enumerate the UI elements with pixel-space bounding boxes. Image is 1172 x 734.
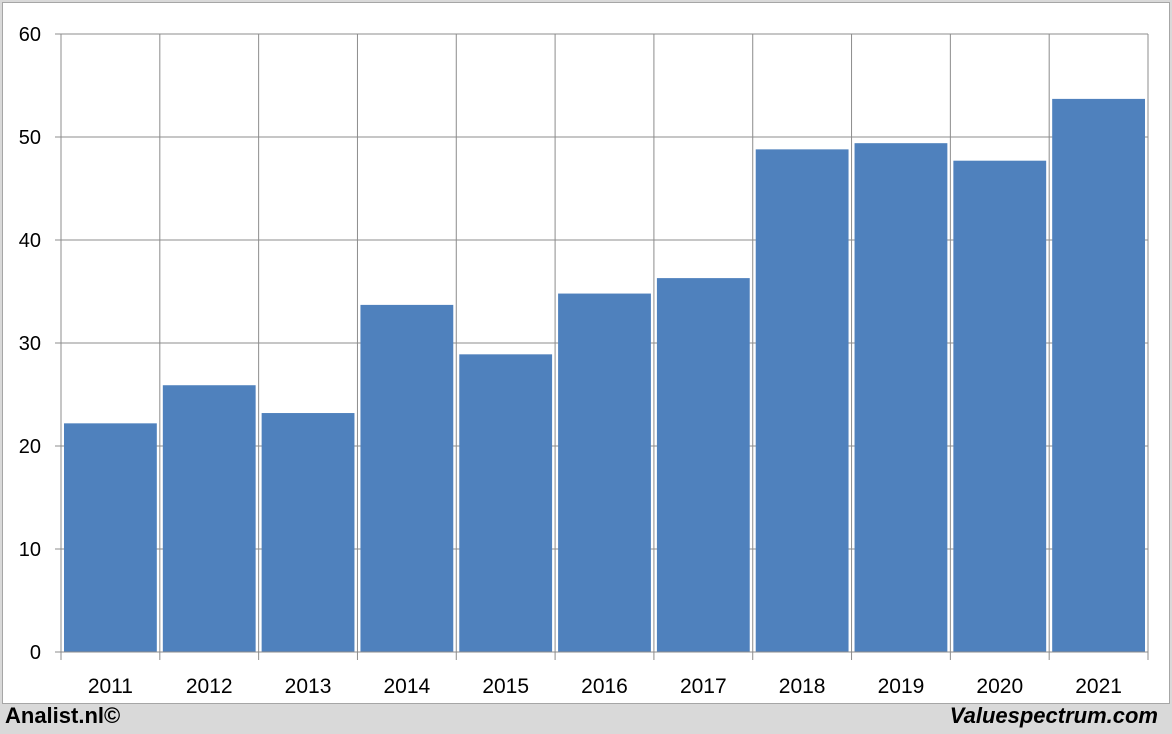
- y-tick-label: 40: [19, 230, 41, 252]
- bar-chart: 0 10 20 30 40 50 60 2011 2012 2013 2014 2015 2016 201…: [19, 24, 1149, 698]
- bar-2011: [64, 423, 157, 652]
- axes: [55, 33, 1149, 660]
- y-tick-label: 50: [19, 127, 41, 149]
- x-tick-label: 2019: [878, 675, 925, 698]
- grid-lines: [60, 33, 1149, 653]
- x-tick-label: 2015: [482, 675, 529, 698]
- x-tick-label: 2018: [779, 675, 826, 698]
- bar-2014: [360, 304, 454, 652]
- bar-2013: [261, 413, 355, 652]
- tick-labels: 0 10 20 30 40 50 60 2011 2012 2013 2014 2015 2016 201…: [19, 24, 1122, 698]
- footer-source-left: Analist.nl©: [5, 703, 121, 728]
- x-tick-label: 2014: [384, 675, 431, 698]
- y-tick-label: 20: [19, 436, 41, 458]
- chart-frame: 0 10 20 30 40 50 60 2011 2012 2013 2014 2015 2016 201…: [2, 2, 1170, 704]
- x-tick-label: 2020: [976, 675, 1023, 698]
- x-tick-label: 2016: [581, 675, 628, 698]
- bar-2015: [459, 354, 553, 652]
- footer-source-right: Valuespectrum.com: [949, 703, 1158, 728]
- y-tick-label: 30: [19, 333, 41, 355]
- bars: [64, 98, 1145, 653]
- y-tick-label: 0: [30, 642, 41, 664]
- bar-2017: [656, 278, 750, 652]
- bar-2016: [558, 293, 651, 652]
- bar-2020: [953, 160, 1047, 652]
- bar-2019: [854, 143, 948, 652]
- bar-2021: [1052, 98, 1145, 652]
- x-tick-label: 2013: [285, 675, 332, 698]
- x-tick-label: 2021: [1075, 675, 1122, 698]
- x-tick-label: 2012: [186, 675, 233, 698]
- bar-2018: [755, 149, 849, 653]
- bar-2012: [162, 385, 256, 652]
- y-tick-label: 10: [19, 539, 41, 561]
- x-tick-label: 2017: [680, 675, 727, 698]
- y-tick-label: 60: [19, 24, 41, 46]
- x-tick-label: 2011: [88, 675, 133, 698]
